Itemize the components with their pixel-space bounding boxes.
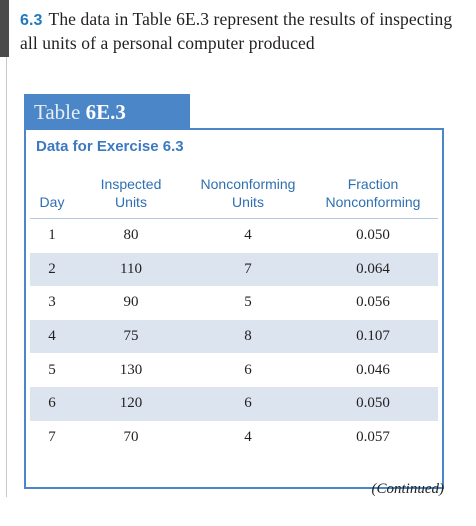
header-inspected-line-2: Units	[115, 194, 147, 210]
cell-day: 1	[48, 227, 56, 244]
cell-inspected: 70	[123, 428, 139, 445]
table-frame: Data for Exercise 6.3 Day Inspected Unit…	[24, 128, 444, 489]
cell-inspected: 80	[123, 227, 139, 244]
table-row: 6 120 6 0.050	[30, 386, 438, 421]
margin-marker	[0, 0, 9, 57]
header-fraction-line-1: Fraction	[347, 176, 399, 192]
table-row: 4 75 8 0.107	[30, 319, 438, 354]
cell-day: 6	[30, 386, 74, 421]
cell-nonconforming: 5	[244, 294, 252, 311]
table-label-tab: Table 6E.3	[24, 94, 190, 128]
table-body-wrapper: Day Inspected Units Nonconforming Units …	[30, 175, 438, 454]
exercise-text: The data in Table 6E.3 represent the res…	[20, 9, 453, 53]
cell-nonconforming: 6	[188, 386, 308, 421]
table-label-word: Table	[34, 100, 81, 124]
exercise-paragraph: 6.3 The data in Table 6E.3 represent the …	[20, 8, 470, 54]
table-header-row: Day Inspected Units Nonconforming Units …	[30, 175, 438, 219]
header-inspected-line-1: Inspected	[100, 176, 162, 192]
cell-day: 3	[48, 294, 56, 311]
margin-rule	[6, 57, 7, 497]
table-label-number: 6E.3	[85, 100, 126, 124]
data-table: Day Inspected Units Nonconforming Units …	[30, 175, 438, 454]
cell-fraction: 0.050	[356, 227, 390, 244]
table-row: 3 90 5 0.056	[30, 286, 438, 320]
cell-inspected: 130	[119, 361, 143, 378]
cell-day: 2	[30, 252, 74, 287]
header-nonconforming-line-2: Units	[232, 194, 264, 210]
cell-day: 4	[30, 319, 74, 354]
cell-nonconforming: 7	[188, 252, 308, 287]
continued-note: (Continued)	[371, 481, 445, 497]
cell-day: 5	[48, 361, 56, 378]
cell-nonconforming: 4	[244, 227, 252, 244]
cell-fraction: 0.050	[308, 386, 438, 421]
header-day-line-1: Day	[39, 194, 65, 210]
table-row: 2 110 7 0.064	[30, 252, 438, 287]
header-inspected-units: Inspected Units	[74, 175, 188, 219]
table-caption: Data for Exercise 6.3	[36, 138, 184, 155]
table-row: 5 130 6 0.046	[30, 353, 438, 387]
cell-day: 7	[48, 428, 56, 445]
cell-fraction: 0.056	[356, 294, 390, 311]
cell-inspected: 110	[74, 252, 188, 287]
cell-inspected: 120	[74, 386, 188, 421]
header-nonconforming-line-1: Nonconforming	[200, 176, 296, 192]
table-label: Table 6E.3	[34, 100, 126, 124]
cell-nonconforming: 4	[244, 428, 252, 445]
cell-nonconforming: 6	[244, 361, 252, 378]
cell-inspected: 90	[123, 294, 139, 311]
cell-fraction: 0.064	[308, 252, 438, 287]
exercise-number: 6.3	[20, 12, 43, 29]
cell-nonconforming: 8	[188, 319, 308, 354]
header-day: Day	[30, 175, 74, 219]
header-fraction-nonconforming: Fraction Nonconforming	[308, 175, 438, 219]
cell-inspected: 75	[74, 319, 188, 354]
header-fraction-line-2: Nonconforming	[325, 194, 421, 210]
cell-fraction: 0.107	[308, 319, 438, 354]
table-row: 7 70 4 0.057	[30, 421, 438, 455]
cell-fraction: 0.046	[356, 361, 390, 378]
cell-fraction: 0.057	[356, 428, 390, 445]
header-nonconforming-units: Nonconforming Units	[188, 175, 308, 219]
table-row: 1 80 4 0.050	[30, 219, 438, 253]
